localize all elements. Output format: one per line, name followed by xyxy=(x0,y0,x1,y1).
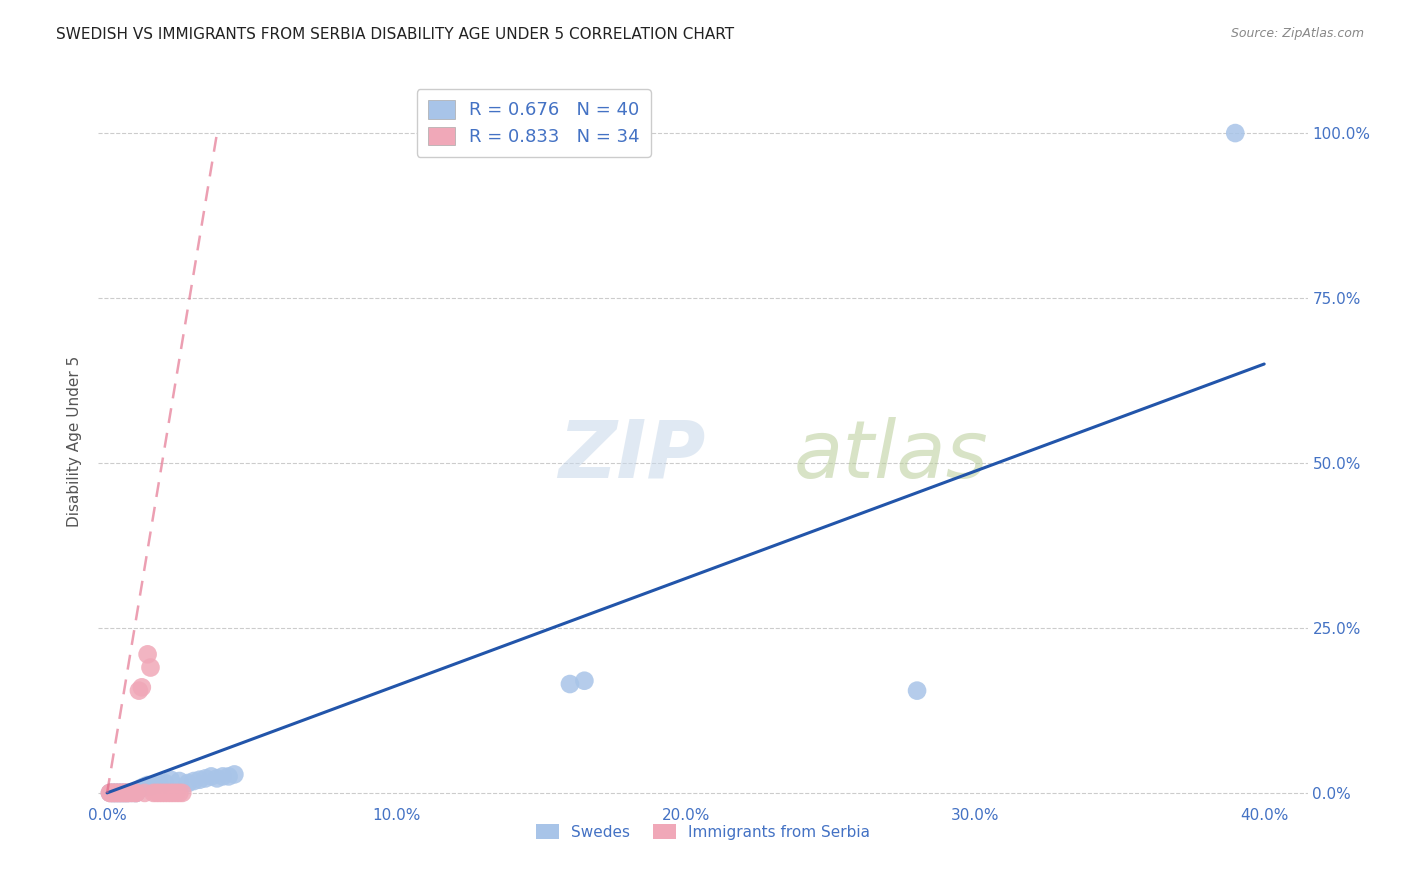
Point xyxy=(188,772,211,787)
Point xyxy=(125,786,148,800)
Point xyxy=(117,786,139,800)
Point xyxy=(148,786,170,800)
Text: Source: ZipAtlas.com: Source: ZipAtlas.com xyxy=(1230,27,1364,40)
Point xyxy=(162,786,184,800)
Point xyxy=(200,769,222,783)
Point xyxy=(104,786,127,800)
Point xyxy=(120,786,142,800)
Point xyxy=(101,786,124,800)
Point xyxy=(128,782,150,797)
Point xyxy=(166,786,188,800)
Point xyxy=(125,786,148,800)
Point xyxy=(110,786,132,800)
Y-axis label: Disability Age Under 5: Disability Age Under 5 xyxy=(67,356,83,527)
Text: SWEDISH VS IMMIGRANTS FROM SERBIA DISABILITY AGE UNDER 5 CORRELATION CHART: SWEDISH VS IMMIGRANTS FROM SERBIA DISABI… xyxy=(56,27,734,42)
Point xyxy=(120,786,142,800)
Point xyxy=(114,786,136,800)
Text: ZIP: ZIP xyxy=(558,417,706,495)
Text: atlas: atlas xyxy=(793,417,988,495)
Point xyxy=(131,780,153,795)
Point xyxy=(224,767,246,781)
Point xyxy=(183,774,205,789)
Point xyxy=(131,681,153,695)
Point xyxy=(150,786,173,800)
Point xyxy=(98,786,121,800)
Point xyxy=(117,786,139,800)
Point xyxy=(107,786,129,800)
Point xyxy=(145,786,167,800)
Point xyxy=(110,786,132,800)
Legend: Swedes, Immigrants from Serbia: Swedes, Immigrants from Serbia xyxy=(530,818,876,846)
Point xyxy=(107,786,129,800)
Point xyxy=(211,769,233,783)
Point xyxy=(117,786,139,800)
Point xyxy=(107,786,129,800)
Point xyxy=(558,677,581,691)
Point xyxy=(110,786,132,800)
Point xyxy=(114,786,136,800)
Point xyxy=(1225,126,1247,140)
Point xyxy=(159,786,181,800)
Point xyxy=(101,786,124,800)
Point xyxy=(101,786,124,800)
Point xyxy=(142,778,165,792)
Point xyxy=(153,776,176,790)
Point xyxy=(98,786,121,800)
Point xyxy=(104,786,127,800)
Point xyxy=(101,786,124,800)
Point xyxy=(172,786,194,800)
Point xyxy=(905,683,928,698)
Point xyxy=(136,648,159,662)
Point xyxy=(125,786,148,800)
Point xyxy=(122,786,145,800)
Point xyxy=(574,673,596,688)
Point xyxy=(114,786,136,800)
Point xyxy=(114,786,136,800)
Point xyxy=(122,786,145,800)
Point xyxy=(153,786,176,800)
Point xyxy=(104,786,127,800)
Point xyxy=(128,683,150,698)
Point xyxy=(142,786,165,800)
Point xyxy=(169,786,191,800)
Point xyxy=(107,786,129,800)
Point xyxy=(104,786,127,800)
Point xyxy=(117,786,139,800)
Point xyxy=(139,660,162,674)
Point xyxy=(148,776,170,790)
Point xyxy=(205,772,228,786)
Point xyxy=(218,769,240,783)
Point xyxy=(134,786,156,800)
Point xyxy=(125,786,148,800)
Point xyxy=(134,780,156,794)
Point xyxy=(136,778,159,792)
Point xyxy=(169,774,191,789)
Point xyxy=(177,776,200,790)
Point xyxy=(110,786,132,800)
Point xyxy=(159,772,181,787)
Point xyxy=(156,786,179,800)
Point xyxy=(98,786,121,800)
Point xyxy=(139,780,162,794)
Point xyxy=(194,772,217,786)
